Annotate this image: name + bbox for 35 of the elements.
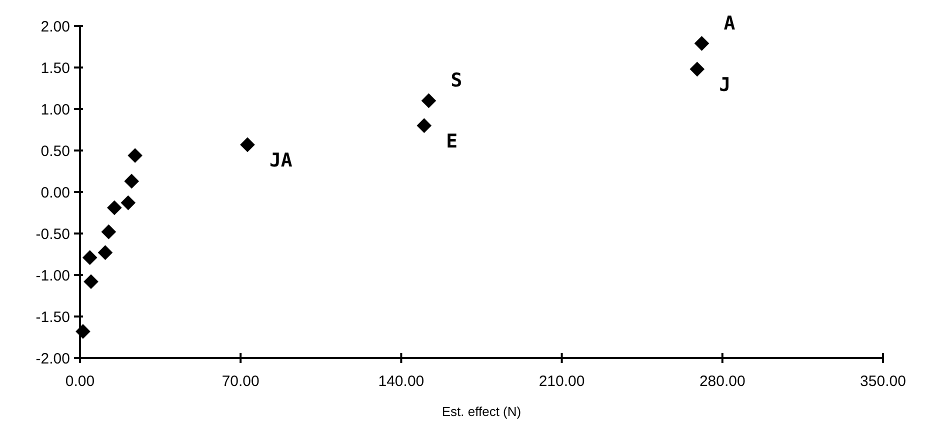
point bbox=[120, 195, 136, 210]
x-tick-label: 350.00 bbox=[860, 373, 906, 390]
annotation: J bbox=[719, 74, 731, 96]
y-tick-label: 1.00 bbox=[40, 101, 70, 118]
point bbox=[421, 93, 436, 108]
annotation: A bbox=[724, 12, 736, 34]
x-tick-label: 280.00 bbox=[699, 373, 746, 390]
x-axis-title: Est. effect (N) bbox=[442, 404, 522, 419]
point bbox=[98, 245, 113, 260]
point bbox=[101, 224, 116, 240]
x-tick-label: 0.00 bbox=[65, 373, 95, 390]
point bbox=[690, 62, 705, 77]
y-tick-label: -1.50 bbox=[36, 308, 70, 326]
x-tick-label: 70.00 bbox=[222, 373, 260, 390]
y-tick-label: 0.00 bbox=[40, 184, 70, 202]
y-tick-label: -1.00 bbox=[36, 267, 70, 284]
point bbox=[416, 118, 432, 134]
point bbox=[76, 324, 90, 339]
x-tick-label: 210.00 bbox=[538, 373, 585, 390]
annotation: JA bbox=[269, 150, 293, 172]
y-tick-label: 1.50 bbox=[40, 60, 70, 77]
point bbox=[84, 274, 98, 290]
y-tick-label: 0.50 bbox=[40, 142, 70, 160]
point bbox=[82, 250, 98, 265]
point bbox=[107, 200, 122, 216]
y-tick-label: -0.50 bbox=[36, 226, 70, 243]
y-tick-label: 2.00 bbox=[40, 18, 70, 36]
annotation: E bbox=[446, 130, 458, 153]
point bbox=[124, 174, 140, 189]
point bbox=[694, 36, 710, 51]
x-tick-label: 140.00 bbox=[378, 373, 424, 390]
point bbox=[240, 137, 255, 152]
y-tick-label: -2.00 bbox=[36, 350, 70, 368]
point bbox=[128, 148, 142, 163]
annotation: S bbox=[450, 70, 462, 92]
